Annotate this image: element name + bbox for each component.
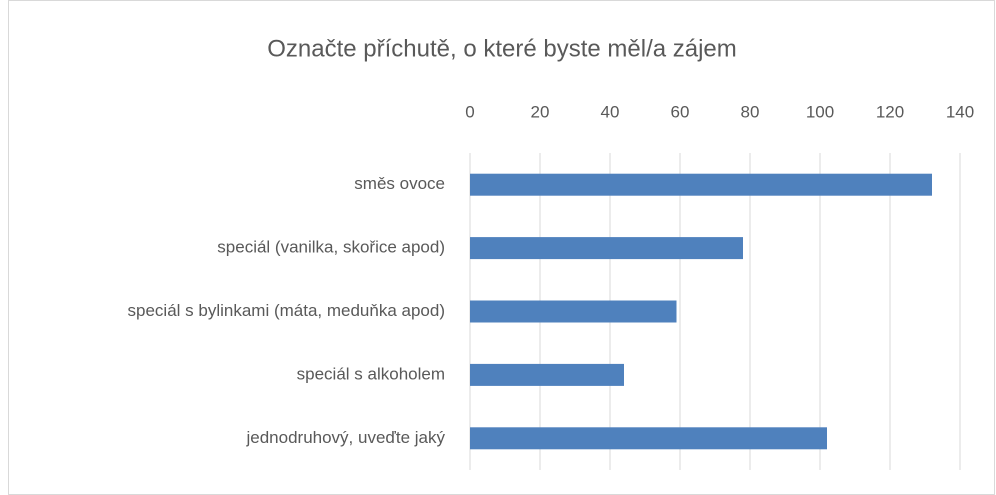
y-tick-label: speciál s alkoholem [297, 364, 445, 383]
x-tick-label: 0 [465, 102, 474, 121]
bar [470, 237, 743, 260]
x-tick-label: 100 [806, 102, 834, 121]
y-tick-label: směs ovoce [354, 174, 445, 193]
bar [470, 300, 677, 323]
x-tick-label: 80 [741, 102, 760, 121]
x-tick-label: 60 [671, 102, 690, 121]
y-tick-label: speciál (vanilka, skořice apod) [217, 238, 445, 257]
y-tick-label: jednodruhový, uveďte jaký [245, 428, 445, 447]
x-tick-label: 140 [946, 102, 974, 121]
bar [470, 427, 827, 450]
x-tick-label: 120 [876, 102, 904, 121]
bar [470, 173, 932, 196]
x-tick-label: 40 [601, 102, 620, 121]
chart-title: Označte příchutě, o které byste měl/a zá… [267, 35, 737, 62]
x-tick-label: 20 [531, 102, 550, 121]
y-tick-label: speciál s bylinkami (máta, meduňka apod) [128, 301, 445, 320]
bar [470, 363, 624, 386]
